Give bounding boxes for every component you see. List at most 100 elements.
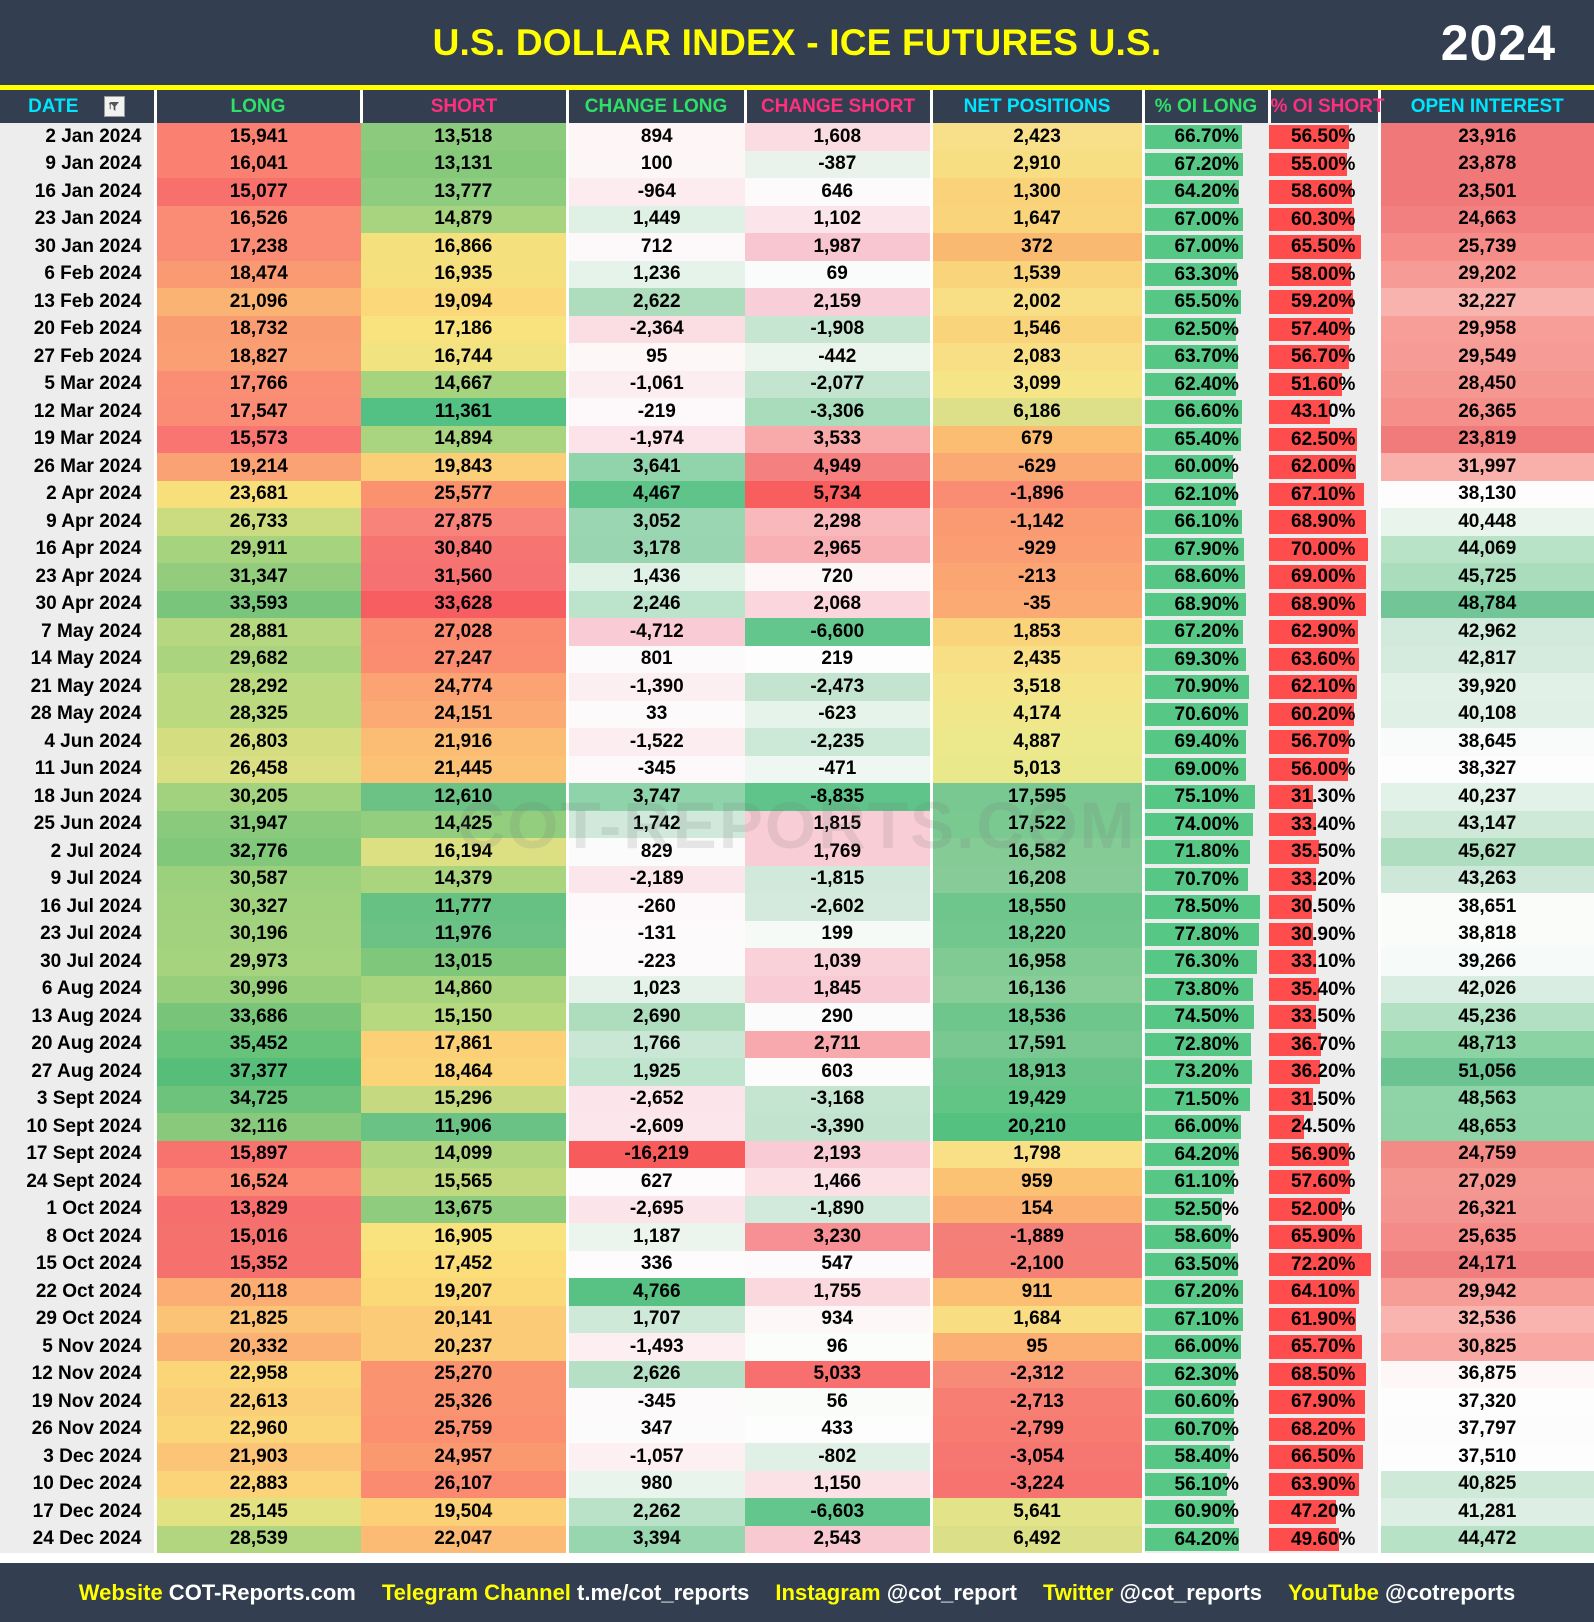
cell-net-positions: 2,435 <box>929 645 1145 673</box>
cell-short: 19,504 <box>361 1498 569 1526</box>
oi-short-value: 52.00% <box>1291 1198 1356 1220</box>
cell-short: 11,361 <box>361 398 569 426</box>
cell-long: 30,196 <box>155 920 361 948</box>
cell-short: 26,107 <box>361 1470 569 1498</box>
cell-oi-long: 65.50% <box>1141 288 1269 316</box>
cell-net-positions: 5,013 <box>929 755 1145 783</box>
cell-short: 16,866 <box>361 233 569 261</box>
cell-long: 28,325 <box>155 700 361 728</box>
cell-date: 19 Nov 2024 <box>0 1388 157 1416</box>
cell-long: 17,547 <box>155 398 361 426</box>
footer-link-instagram[interactable]: Instagram @cot_report <box>775 1580 1017 1606</box>
column-header-date[interactable]: DATE <box>0 90 157 123</box>
cell-change-long: 712 <box>565 233 745 261</box>
cell-long: 16,524 <box>155 1168 361 1196</box>
cell-short: 19,843 <box>361 453 569 481</box>
cell-date: 6 Aug 2024 <box>0 975 157 1003</box>
table-row: 19 Mar 2024 15,573 14,894 -1,974 3,533 679 65.… <box>0 425 1594 453</box>
column-header-oi-long[interactable]: % OI LONG <box>1143 90 1271 123</box>
column-header-change-short[interactable]: CHANGE SHORT <box>745 90 933 123</box>
cell-oi-long: 58.60% <box>1141 1223 1269 1251</box>
cell-change-short: 1,039 <box>745 948 933 976</box>
cell-short: 16,935 <box>361 260 569 288</box>
cell-long: 19,214 <box>155 453 361 481</box>
cell-oi-short: 56.00% <box>1269 755 1381 783</box>
cell-change-long: -2,364 <box>565 315 745 343</box>
cell-net-positions: 1,647 <box>929 205 1145 233</box>
cell-short: 19,207 <box>361 1278 569 1306</box>
cell-oi-long: 70.60% <box>1141 700 1269 728</box>
cell-net-positions: 95 <box>929 1333 1145 1361</box>
oi-short-value: 36.20% <box>1291 1061 1356 1082</box>
cell-net-positions: 2,002 <box>929 288 1145 316</box>
cell-change-short: 934 <box>745 1305 933 1333</box>
cell-short: 13,015 <box>361 948 569 976</box>
cell-oi-short: 33.20% <box>1269 865 1381 893</box>
cell-oi-short: 51.60% <box>1269 370 1381 398</box>
cell-short: 21,445 <box>361 755 569 783</box>
oi-long-value: 67.20% <box>1174 153 1239 175</box>
cell-change-long: 3,641 <box>565 453 745 481</box>
cell-change-long: 336 <box>565 1250 745 1278</box>
oi-long-value: 69.30% <box>1174 648 1239 670</box>
cell-short: 15,150 <box>361 1003 569 1031</box>
cell-net-positions: 18,550 <box>929 893 1145 921</box>
column-header-short[interactable]: SHORT <box>361 90 569 123</box>
cell-date: 17 Sept 2024 <box>0 1140 157 1168</box>
table-body: 2 Jan 2024 15,941 13,518 894 1,608 2,423 66.70… <box>0 123 1594 1553</box>
cell-oi-short: 33.10% <box>1269 948 1381 976</box>
cell-oi-short: 66.50% <box>1269 1443 1381 1471</box>
cell-change-long: 2,622 <box>565 288 745 316</box>
filter-icon[interactable] <box>104 96 126 117</box>
cell-change-short: -3,390 <box>745 1113 933 1141</box>
cell-net-positions: 4,887 <box>929 728 1145 756</box>
cell-oi-long: 67.00% <box>1141 205 1269 233</box>
cell-date: 26 Nov 2024 <box>0 1415 157 1443</box>
cell-short: 24,957 <box>361 1443 569 1471</box>
column-header-change-long[interactable]: CHANGE LONG <box>567 90 747 123</box>
cell-date: 7 May 2024 <box>0 618 157 646</box>
cell-date: 30 Jul 2024 <box>0 948 157 976</box>
table-row: 9 Jul 2024 30,587 14,379 -2,189 -1,815 16,208… <box>0 865 1594 893</box>
table-row: 5 Mar 2024 17,766 14,667 -1,061 -2,077 3,099 6… <box>0 370 1594 398</box>
column-header-open-interest[interactable]: OPEN INTEREST <box>1379 90 1594 123</box>
column-header-net-positions[interactable]: NET POSITIONS <box>931 90 1145 123</box>
cell-long: 26,803 <box>155 728 361 756</box>
cell-oi-short: 62.50% <box>1269 425 1381 453</box>
page-title: U.S. DOLLAR INDEX - ICE FUTURES U.S. <box>432 21 1162 63</box>
cell-date: 21 May 2024 <box>0 673 157 701</box>
footer-link-youtube[interactable]: YouTube @cotreports <box>1288 1580 1515 1606</box>
cell-oi-short: 56.90% <box>1269 1140 1381 1168</box>
column-header-oi-short[interactable]: % OI SHORT <box>1269 90 1385 123</box>
cell-long: 30,996 <box>155 975 361 1003</box>
cell-oi-long: 76.30% <box>1141 948 1269 976</box>
cell-oi-long: 60.00% <box>1141 453 1269 481</box>
cell-change-long: 1,449 <box>565 205 745 233</box>
footer-link-twitter[interactable]: Twitter @cot_reports <box>1043 1580 1262 1606</box>
cell-long: 29,682 <box>155 645 361 673</box>
cell-long: 21,903 <box>155 1443 361 1471</box>
cell-net-positions: 1,539 <box>929 260 1145 288</box>
cell-short: 12,610 <box>361 783 569 811</box>
cell-date: 26 Mar 2024 <box>0 453 157 481</box>
cell-date: 23 Jul 2024 <box>0 920 157 948</box>
column-header-long[interactable]: LONG <box>155 90 363 123</box>
cell-oi-long: 73.80% <box>1141 975 1269 1003</box>
cell-oi-long: 67.20% <box>1141 1278 1269 1306</box>
footer-link-website[interactable]: Website COT-Reports.com <box>79 1580 356 1606</box>
footer-link-telegram-channel[interactable]: Telegram Channel t.me/cot_reports <box>382 1580 750 1606</box>
cell-change-short: 547 <box>745 1250 933 1278</box>
cell-oi-long: 65.40% <box>1141 425 1269 453</box>
cell-oi-long: 70.90% <box>1141 673 1269 701</box>
cell-long: 15,016 <box>155 1223 361 1251</box>
oi-long-value: 60.70% <box>1174 1418 1239 1440</box>
oi-long-value: 71.50% <box>1174 1088 1239 1110</box>
cell-short: 24,774 <box>361 673 569 701</box>
cell-net-positions: 2,423 <box>929 123 1145 151</box>
cell-oi-long: 64.20% <box>1141 1140 1269 1168</box>
footer-value: @cotreports <box>1378 1579 1516 1605</box>
cell-date: 4 Jun 2024 <box>0 728 157 756</box>
cell-change-short: -623 <box>745 700 933 728</box>
cell-short: 17,186 <box>361 315 569 343</box>
cell-change-short: 1,815 <box>745 810 933 838</box>
